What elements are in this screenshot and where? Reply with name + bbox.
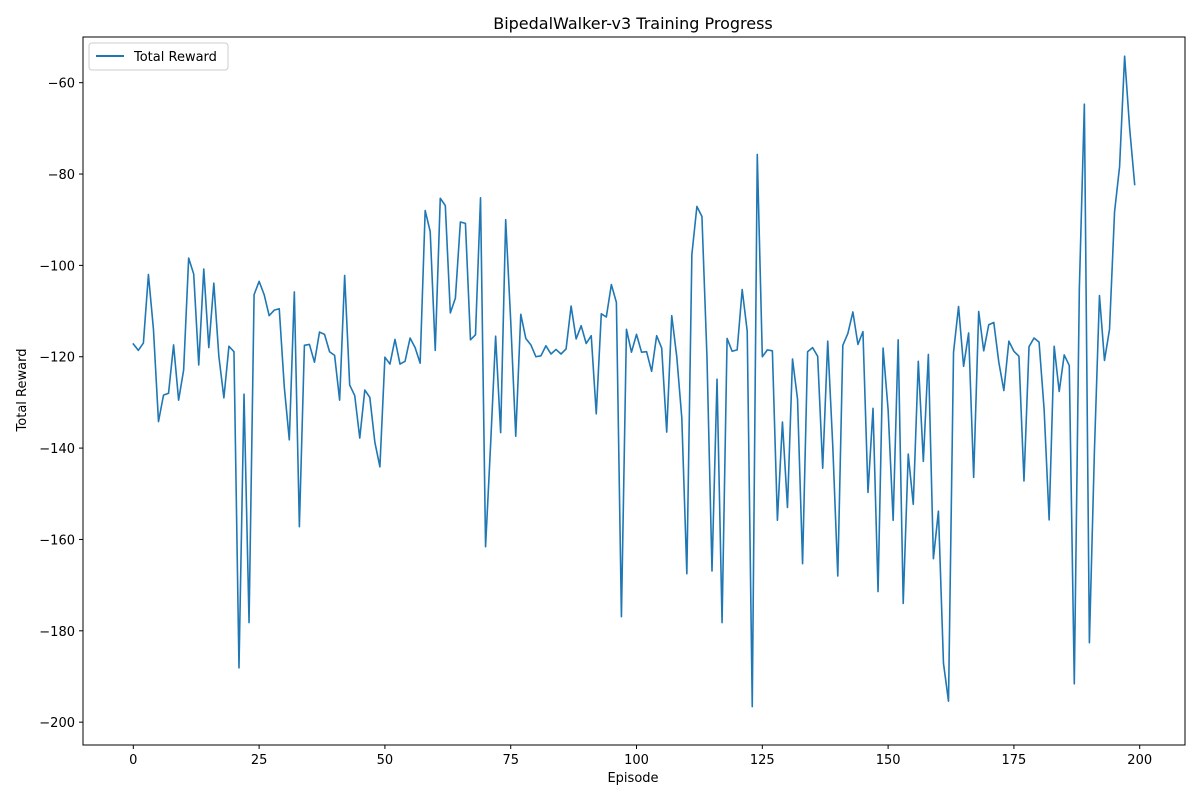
x-tick-label: 125 — [750, 753, 775, 768]
y-tick-label: −200 — [39, 716, 75, 731]
series-line-0 — [132, 55, 1136, 708]
legend-box — [88, 42, 229, 71]
x-axis: 0 25 50 75 100 125 150 175 200 — [129, 745, 1152, 768]
y-tick-label: −140 — [39, 442, 75, 457]
y-tick-label: −100 — [39, 259, 75, 274]
x-axis-label: Episode — [607, 771, 658, 786]
y-tick-label: −160 — [39, 533, 75, 548]
x-tick-label: 75 — [502, 753, 519, 768]
plot-area — [82, 36, 1186, 746]
x-tick-label: 25 — [251, 753, 268, 768]
y-tick-label: −80 — [48, 168, 75, 183]
y-axis: −200 −180 −160 −140 −120 −100 −80 −60 — [39, 77, 83, 731]
chart-title: BipedalWalker-v3 Training Progress — [493, 14, 773, 33]
x-tick-label: 200 — [1127, 753, 1152, 768]
plot-frame — [82, 36, 1186, 746]
y-tick-label: −120 — [39, 351, 75, 366]
legend: Total Reward — [88, 42, 229, 71]
y-tick-label: −180 — [39, 625, 75, 640]
legend-label: Total Reward — [133, 50, 217, 65]
x-tick-label: 0 — [129, 753, 137, 768]
x-tick-label: 150 — [876, 753, 901, 768]
x-tick-label: 175 — [1001, 753, 1026, 768]
x-tick-label: 50 — [377, 753, 394, 768]
y-tick-label: −60 — [48, 77, 75, 92]
y-axis-label: Total Reward — [15, 349, 30, 433]
x-tick-label: 100 — [624, 753, 649, 768]
